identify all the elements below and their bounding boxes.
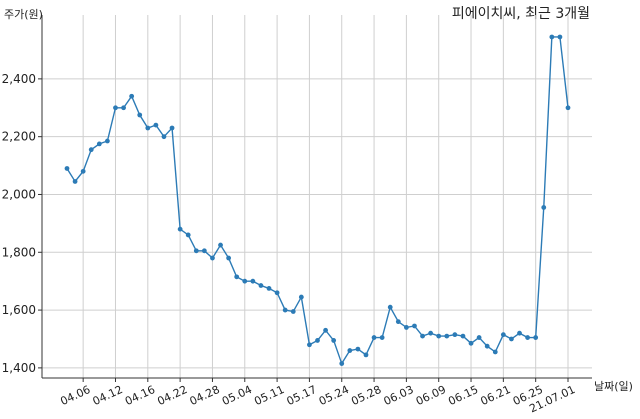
- data-point: [307, 342, 312, 348]
- data-point: [444, 333, 450, 339]
- data-point: [412, 323, 417, 329]
- data-point: [484, 343, 490, 349]
- data-point: [137, 112, 143, 118]
- data-point: [339, 361, 345, 366]
- data-point: [290, 309, 296, 314]
- data-point: [185, 232, 191, 238]
- x-axis-label: 날짜(일): [594, 379, 633, 393]
- data-point: [274, 290, 280, 296]
- data-point: [420, 333, 425, 339]
- data-point: [64, 166, 70, 171]
- data-point: [549, 34, 555, 40]
- data-point: [476, 335, 482, 340]
- x-tick-label: 05.28: [349, 383, 383, 408]
- data-point: [193, 248, 199, 254]
- data-point: [129, 93, 135, 99]
- data-point: [153, 122, 159, 128]
- data-point: [96, 141, 102, 147]
- data-point: [177, 226, 183, 232]
- x-tick-label: 04.28: [188, 383, 222, 408]
- data-point: [395, 319, 401, 325]
- data-point: [500, 332, 506, 338]
- x-tick-label: 04.16: [123, 383, 157, 408]
- data-point: [210, 255, 215, 261]
- data-point: [258, 283, 264, 288]
- data-point: [121, 105, 126, 111]
- data-point: [517, 330, 522, 336]
- data-point: [460, 333, 466, 339]
- data-point: [298, 294, 304, 300]
- y-axis-label: 주가(원): [4, 8, 43, 21]
- y-tick-label: 2,400: [2, 72, 36, 86]
- x-tick-label: 05.24: [317, 383, 351, 408]
- data-point: [387, 304, 393, 310]
- data-point: [379, 335, 385, 340]
- x-tick-label: 06.15: [446, 383, 480, 408]
- data-point: [331, 338, 337, 343]
- x-tick-label: 05.04: [220, 383, 254, 408]
- y-tick-label: 1,800: [2, 245, 36, 259]
- data-point: [282, 307, 288, 313]
- x-tick-label: 04.22: [155, 383, 189, 408]
- data-point: [525, 335, 530, 340]
- data-point: [250, 278, 256, 284]
- x-tick-label: 05.17: [285, 383, 319, 408]
- data-point: [363, 352, 369, 358]
- data-point: [355, 346, 361, 352]
- data-point: [533, 335, 539, 340]
- data-point: [161, 134, 167, 140]
- data-point: [315, 338, 320, 343]
- data-point: [113, 105, 118, 111]
- data-point: [347, 348, 353, 353]
- y-tick-label: 2,000: [2, 187, 36, 201]
- x-tick-label: 04.06: [58, 383, 92, 408]
- x-tick-label: 05.11: [252, 383, 286, 408]
- data-point: [565, 105, 571, 111]
- data-point: [492, 349, 498, 355]
- x-tick-label: 04.12: [91, 383, 125, 408]
- data-point: [72, 179, 78, 184]
- data-point: [218, 242, 223, 248]
- data-point: [145, 125, 151, 131]
- data-point: [557, 34, 563, 40]
- data-point: [428, 330, 434, 336]
- x-tick-label: 06.21: [479, 383, 513, 408]
- data-point: [234, 274, 240, 280]
- data-point: [541, 205, 547, 210]
- data-point: [403, 325, 409, 330]
- y-tick-label: 1,600: [2, 303, 36, 317]
- data-point: [88, 147, 94, 153]
- data-point: [323, 327, 328, 333]
- y-tick-label: 1,400: [2, 361, 36, 375]
- data-point: [266, 286, 272, 291]
- data-point: [509, 336, 514, 342]
- data-point: [242, 278, 248, 284]
- chart-title: 피에이치씨, 최근 3개월: [452, 6, 590, 22]
- x-tick-label: 06.03: [382, 383, 416, 408]
- data-point: [371, 335, 377, 340]
- data-point: [105, 138, 110, 144]
- x-tick-label: 06.09: [414, 383, 448, 408]
- y-tick-label: 2,200: [2, 130, 36, 144]
- price-line: [66, 36, 569, 366]
- data-point: [226, 255, 232, 261]
- data-point: [468, 340, 474, 346]
- data-point: [169, 125, 175, 131]
- data-point: [80, 168, 86, 174]
- data-point: [452, 332, 458, 338]
- data-point: [201, 248, 207, 254]
- data-point: [436, 333, 442, 339]
